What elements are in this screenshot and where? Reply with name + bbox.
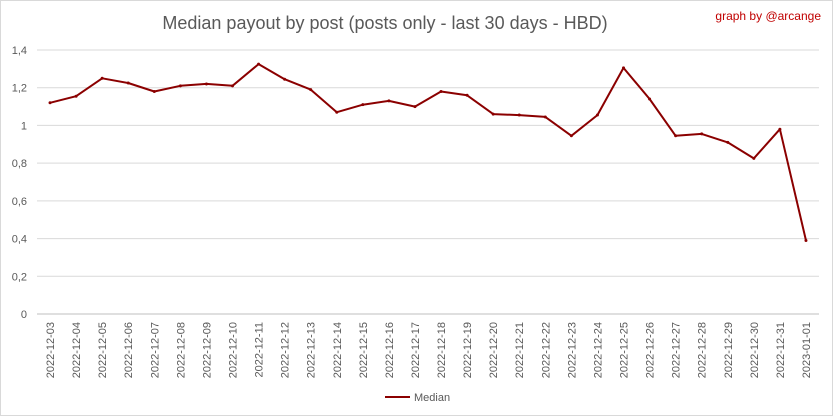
data-point (204, 82, 208, 86)
y-tick-label: 0,2 (12, 271, 27, 283)
data-point (335, 110, 339, 114)
y-axis-ticks: 0 0,2 0,4 0,6 0,8 1 1,2 1,4 (12, 45, 27, 321)
x-tick-label: 2022-12-09 (201, 322, 213, 378)
x-tick-label: 2022-12-04 (71, 322, 83, 378)
x-tick-label: 2022-12-16 (384, 322, 396, 378)
x-tick-label: 2022-12-14 (332, 322, 344, 378)
x-tick-label: 2022-12-03 (45, 322, 57, 378)
data-point (100, 76, 104, 80)
data-point (439, 89, 443, 93)
data-point (726, 140, 730, 144)
data-point (752, 156, 756, 160)
x-tick-label: 2022-12-08 (175, 322, 187, 378)
x-tick-label: 2022-12-22 (540, 322, 552, 378)
x-tick-label: 2022-12-12 (280, 322, 292, 378)
data-point (283, 77, 287, 81)
data-point (622, 66, 625, 70)
data-point (674, 134, 678, 138)
x-tick-label: 2022-12-25 (619, 322, 631, 378)
data-point (491, 112, 495, 116)
x-tick-label: 2022-12-19 (462, 322, 474, 378)
data-point (595, 113, 599, 117)
x-tick-label: 2022-12-10 (228, 322, 240, 378)
legend-label-median: Median (414, 392, 450, 404)
x-tick-label: 2022-12-30 (749, 322, 761, 378)
x-tick-label: 2022-12-31 (775, 322, 787, 378)
data-point (152, 89, 156, 93)
chart-credit: graph by @arcange (715, 9, 821, 23)
series-layer (48, 62, 808, 242)
data-point (309, 88, 313, 92)
data-point (126, 81, 130, 85)
x-tick-label: 2022-12-06 (123, 322, 135, 378)
x-tick-label: 2022-12-20 (488, 322, 500, 378)
x-tick-label: 2022-12-15 (358, 322, 370, 378)
x-tick-label: 2022-12-07 (149, 322, 161, 378)
data-point (74, 94, 78, 98)
x-tick-label: 2022-12-18 (436, 322, 448, 378)
data-point (413, 105, 417, 109)
data-point (465, 93, 469, 97)
x-tick-label: 2022-12-17 (410, 322, 422, 378)
series-line-median (49, 63, 807, 241)
data-point (804, 238, 808, 242)
x-tick-label: 2022-12-29 (723, 322, 735, 378)
data-point (178, 84, 182, 88)
x-tick-label: 2022-12-27 (671, 322, 683, 378)
x-tick-label: 2022-12-26 (645, 322, 657, 378)
x-tick-label: 2022-12-23 (566, 322, 578, 378)
grid-lines (37, 49, 819, 315)
y-tick-label: 0,8 (12, 158, 27, 170)
data-point (517, 113, 521, 117)
data-point (778, 127, 782, 131)
x-tick-label: 2022-12-11 (254, 322, 266, 377)
y-tick-label: 1,4 (12, 45, 27, 57)
data-point (257, 62, 261, 66)
data-point (361, 103, 365, 107)
data-point (48, 101, 52, 105)
y-tick-label: 0 (21, 309, 27, 321)
data-point (569, 134, 573, 138)
x-axis-ticks: 2022-12-03 2022-12-04 2022-12-05 2022-12-06… (45, 322, 813, 378)
y-tick-label: 1,2 (12, 83, 27, 95)
data-point (543, 115, 547, 119)
data-point (648, 97, 652, 101)
y-tick-label: 0,4 (12, 234, 27, 246)
x-tick-label: 2022-12-28 (697, 322, 709, 378)
legend: Median (385, 392, 450, 404)
y-tick-label: 0,6 (12, 196, 27, 208)
x-tick-label: 2023-01-01 (801, 322, 813, 378)
data-point (700, 132, 704, 136)
x-tick-label: 2022-12-13 (306, 322, 318, 378)
x-tick-label: 2022-12-21 (514, 322, 526, 378)
chart-title: Median payout by post (posts only - last… (162, 13, 607, 33)
x-tick-label: 2022-12-05 (97, 322, 109, 378)
x-tick-label: 2022-12-24 (592, 322, 604, 378)
data-point (387, 99, 391, 103)
y-tick-label: 1 (21, 120, 27, 132)
data-point (231, 84, 234, 88)
